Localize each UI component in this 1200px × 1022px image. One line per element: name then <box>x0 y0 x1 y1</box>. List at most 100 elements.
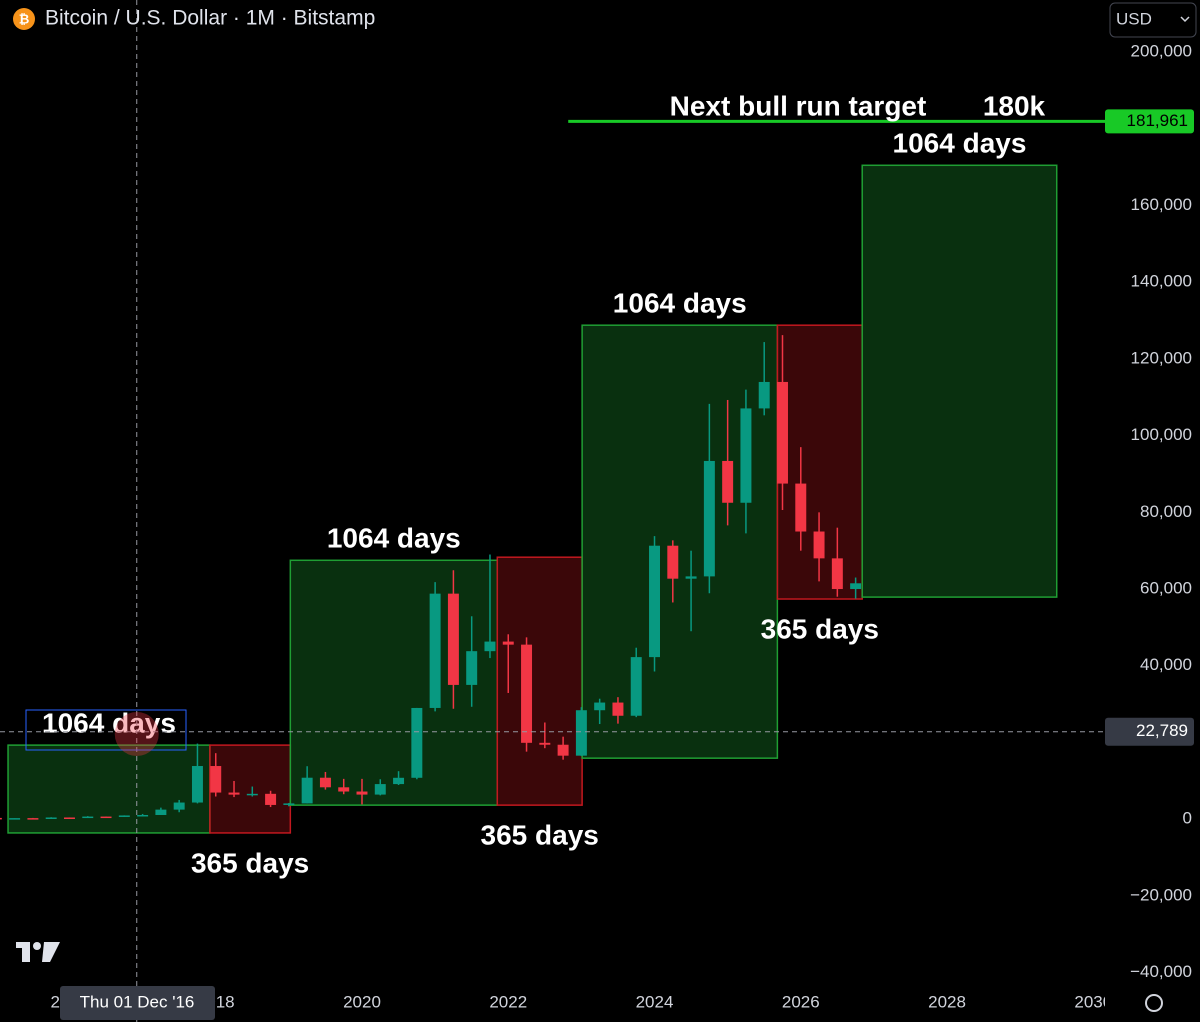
candle-body <box>210 766 222 793</box>
logo-part <box>22 942 30 962</box>
candle-body <box>630 657 642 716</box>
x-tick-label: 2020 <box>343 992 381 1011</box>
crosshair-price-tag <box>1105 717 1194 746</box>
symbol-title[interactable]: Bitcoin / U.S. Dollar · 1M · Bitstamp <box>45 7 375 30</box>
range-box <box>209 744 292 834</box>
currency-select[interactable] <box>1109 2 1197 38</box>
candle-body <box>0 817 2 820</box>
bitcoin-icon-glyph: ₿ <box>19 11 30 26</box>
overlay: Thu 01 Dec '16 <box>60 986 215 1020</box>
y-tick-label: 40,000 <box>1140 655 1192 674</box>
candle-body <box>137 814 149 817</box>
candle-body <box>374 784 386 795</box>
candle-body <box>319 777 331 788</box>
bitcoin-icon <box>13 8 35 30</box>
candle-body <box>795 483 807 532</box>
x-tick-label: 2026 <box>782 992 820 1011</box>
x-tick-label: 2030 <box>1074 992 1112 1011</box>
candle-body <box>100 816 112 819</box>
candle-body <box>301 777 313 804</box>
range-box <box>861 164 1058 598</box>
candle-body <box>447 593 459 685</box>
candle-body <box>393 777 405 785</box>
candle-body <box>118 815 130 817</box>
candle-body <box>722 460 734 503</box>
candle-body <box>594 702 606 711</box>
candle-body <box>758 381 770 409</box>
candle-body <box>703 460 715 577</box>
range-box <box>289 559 499 806</box>
candle-body <box>667 545 679 579</box>
box-label: 1064 days <box>613 288 747 319</box>
candle-body <box>82 816 94 819</box>
price-axis: 200,000 160,000 140,000 120,000 100,000 80,00… <box>1105 42 1194 981</box>
candle-body <box>228 792 240 795</box>
candle-body <box>191 766 203 803</box>
candle-body <box>850 583 862 590</box>
candle-body <box>27 818 39 820</box>
range-box <box>496 556 583 806</box>
settings-icon[interactable] <box>1145 994 1163 1012</box>
box-label: 365 days <box>481 820 599 851</box>
candle-body <box>502 641 514 645</box>
target-price-label: 181,961 <box>1127 111 1188 130</box>
candle-body <box>9 818 21 820</box>
box-label: 1064 days <box>327 523 461 554</box>
y-tick-label: 80,000 <box>1140 502 1192 521</box>
currency-label[interactable]: USD <box>1116 9 1152 28</box>
selection-outline <box>25 709 187 751</box>
dropdown-arrow <box>1180 16 1190 23</box>
range-box <box>581 324 779 759</box>
crosshair-price-label: 22,789 <box>1136 721 1188 740</box>
candle-body <box>539 742 551 745</box>
tradingview-logo <box>16 942 60 962</box>
box-label: 365 days <box>191 847 309 878</box>
price-axis-panel <box>1105 0 1200 1022</box>
candle-body <box>63 817 75 819</box>
box-label: 365 days <box>761 613 879 644</box>
candle-body <box>356 791 368 795</box>
candle-body <box>484 641 496 652</box>
y-tick-label: 120,000 <box>1131 348 1192 367</box>
target-price-tag <box>1105 109 1194 134</box>
candle-body <box>466 651 478 685</box>
box-label: 1064 days <box>893 128 1027 159</box>
candle-body <box>265 793 277 805</box>
crosshair-date-label: Thu 01 Dec '16 <box>80 992 195 1011</box>
cursor-highlight <box>114 712 159 756</box>
candle-body <box>411 707 423 778</box>
y-tick-label: 160,000 <box>1131 195 1192 214</box>
logo-part <box>33 942 41 950</box>
candle-body <box>429 593 441 708</box>
plot-area: 1064 days 365 days 1064 days 365 days 1064 d… <box>0 0 1112 1022</box>
candle-body <box>173 802 185 810</box>
candle-body <box>521 644 533 743</box>
y-tick-label: −20,000 <box>1130 885 1192 904</box>
target-note: 180k <box>983 91 1046 122</box>
logo-part <box>42 942 60 962</box>
candle-body <box>649 545 661 658</box>
candle-body <box>283 803 295 805</box>
y-tick-label: 0 <box>1183 809 1192 828</box>
y-tick-label: 100,000 <box>1131 425 1192 444</box>
x-tick-label: 2022 <box>489 992 527 1011</box>
candle-body <box>612 702 624 716</box>
x-tick-label: 2028 <box>928 992 966 1011</box>
box-label: 1064 days <box>42 708 176 739</box>
y-tick-label: 60,000 <box>1140 579 1192 598</box>
candle-body <box>777 381 788 484</box>
crosshair-date-tag <box>60 986 215 1020</box>
candle-body <box>155 809 167 815</box>
candle-body <box>557 744 569 756</box>
candle-body <box>740 408 752 503</box>
candle-body <box>575 710 587 756</box>
range-box <box>7 744 211 834</box>
y-tick-label: 140,000 <box>1131 272 1192 291</box>
y-tick-label: −40,000 <box>1130 962 1192 981</box>
y-tick-label: 200,000 <box>1131 42 1192 61</box>
target-label: Next bull run target <box>670 91 927 122</box>
candle-body <box>831 558 843 590</box>
candle-body <box>338 787 350 792</box>
